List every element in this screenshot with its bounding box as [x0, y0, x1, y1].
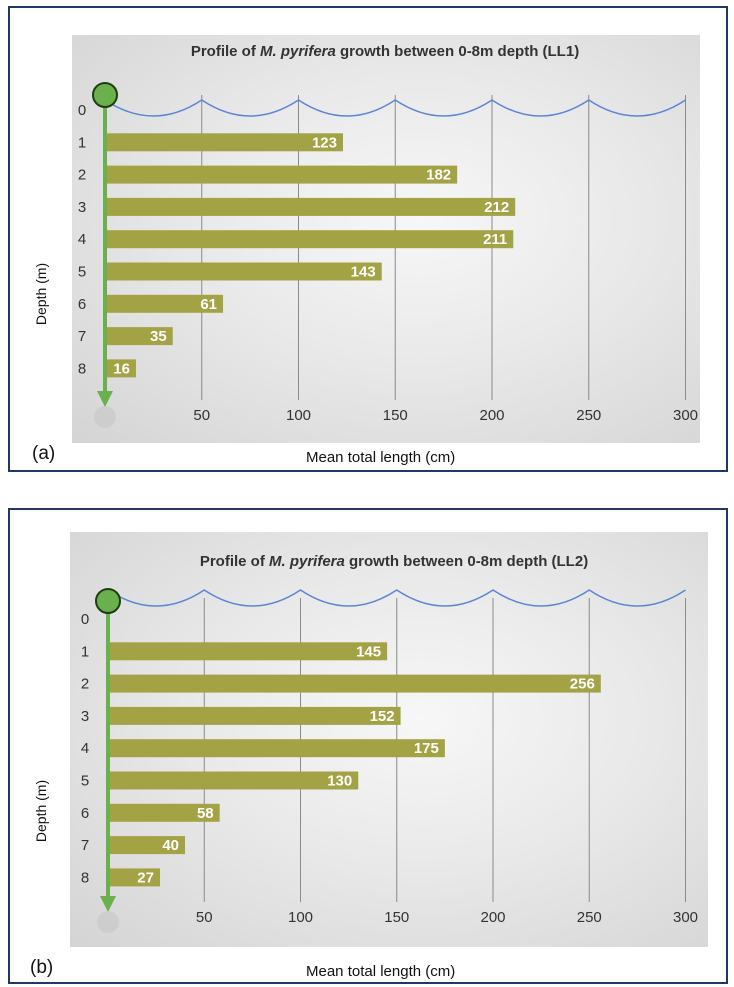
depth-arrow-head — [100, 896, 116, 912]
bar-data-label: 40 — [162, 837, 179, 854]
x-tick-label: 150 — [383, 407, 408, 424]
bar-data-label: 35 — [150, 328, 167, 345]
bar — [108, 739, 445, 758]
chart-title-part: Profile of — [191, 43, 260, 60]
depth-arrow-head — [97, 391, 113, 407]
bar — [108, 868, 160, 887]
depth-tick-label: 1 — [78, 134, 86, 151]
x-tick-label: 150 — [384, 909, 409, 926]
depth-tick-label: 4 — [81, 740, 89, 757]
depth-tick-label: 6 — [78, 296, 86, 313]
depth-tick-label: 5 — [78, 264, 86, 281]
bar-data-label: 212 — [484, 199, 509, 216]
buoy-icon — [95, 588, 121, 614]
bar — [105, 359, 136, 378]
bar — [105, 262, 382, 281]
x-axis-label: Mean total length (cm) — [306, 963, 456, 980]
bar-data-label: 130 — [327, 773, 352, 790]
x-tick-label: 50 — [196, 909, 213, 926]
chart-title-part: growth between 0-8m depth (LL2) — [345, 553, 588, 570]
depth-tick-label: 6 — [81, 805, 89, 822]
depth-tick-label: 0 — [81, 611, 89, 628]
bar — [105, 294, 224, 313]
y-axis-label: Depth (m) — [33, 779, 50, 843]
panel-label: (a) — [32, 443, 56, 464]
bar — [108, 706, 401, 725]
water-surface-line — [107, 589, 686, 607]
bar-data-label: 182 — [426, 167, 451, 184]
anchor-shadow — [94, 406, 116, 428]
chart-title-part: growth between 0-8m depth (LL1) — [336, 43, 579, 60]
x-tick-label: 200 — [479, 407, 504, 424]
depth-tick-label: 7 — [81, 837, 89, 854]
depth-tick-label: 0 — [78, 102, 86, 119]
bar-chart-b: Profile of M. pyrifera growth between 0-… — [81, 553, 698, 933]
bar-data-label: 16 — [113, 360, 130, 377]
depth-tick-label: 1 — [81, 643, 89, 660]
panel-label: (b) — [30, 957, 54, 978]
bar-data-label: 152 — [370, 708, 395, 725]
bar-data-label: 27 — [137, 869, 154, 886]
bar — [105, 133, 344, 152]
bar — [108, 836, 185, 855]
bar-chart-a: Profile of M. pyrifera growth between 0-… — [78, 43, 698, 428]
depth-tick-label: 2 — [78, 167, 86, 184]
bar-data-label: 145 — [356, 643, 381, 660]
bar — [105, 327, 173, 346]
depth-tick-label: 4 — [78, 231, 86, 248]
x-tick-label: 50 — [193, 407, 210, 424]
depth-tick-label: 3 — [78, 199, 86, 216]
bar-data-label: 123 — [312, 134, 337, 151]
bar-data-label: 58 — [197, 805, 214, 822]
bar — [105, 165, 458, 184]
bar — [108, 642, 388, 661]
bar — [108, 803, 220, 822]
bar-data-label: 256 — [570, 676, 595, 693]
depth-tick-label: 2 — [81, 676, 89, 693]
bar — [108, 771, 359, 790]
chart-title-part: M. pyrifera — [260, 43, 336, 60]
x-tick-label: 300 — [673, 407, 698, 424]
buoy-icon — [92, 82, 118, 108]
chart-title: Profile of M. pyrifera growth between 0-… — [191, 43, 579, 60]
depth-tick-label: 8 — [81, 869, 89, 886]
chart-panel-a: Profile of M. pyrifera growth between 0-… — [8, 6, 728, 472]
bar — [105, 197, 516, 216]
depth-tick-label: 5 — [81, 773, 89, 790]
bar-data-label: 143 — [351, 264, 376, 281]
chart-panel-b: Profile of M. pyrifera growth between 0-… — [8, 508, 728, 984]
x-tick-label: 200 — [480, 909, 505, 926]
chart-title: Profile of M. pyrifera growth between 0-… — [200, 553, 588, 570]
chart-title-part: M. pyrifera — [269, 553, 345, 570]
water-surface-line — [104, 99, 686, 117]
depth-tick-label: 8 — [78, 360, 86, 377]
y-axis-label: Depth (m) — [33, 262, 50, 326]
depth-tick-label: 3 — [81, 708, 89, 725]
x-tick-label: 250 — [577, 909, 602, 926]
bar-data-label: 61 — [200, 296, 217, 313]
bar-data-label: 211 — [483, 231, 507, 248]
bar-data-label: 175 — [414, 740, 439, 757]
bar — [108, 674, 601, 693]
chart-title-part: Profile of — [200, 553, 269, 570]
x-axis-label: Mean total length (cm) — [306, 449, 456, 466]
x-tick-label: 100 — [286, 407, 311, 424]
x-tick-label: 300 — [673, 909, 698, 926]
anchor-shadow — [97, 911, 119, 933]
bar — [105, 230, 514, 249]
depth-tick-label: 7 — [78, 328, 86, 345]
x-tick-label: 100 — [288, 909, 313, 926]
x-tick-label: 250 — [576, 407, 601, 424]
